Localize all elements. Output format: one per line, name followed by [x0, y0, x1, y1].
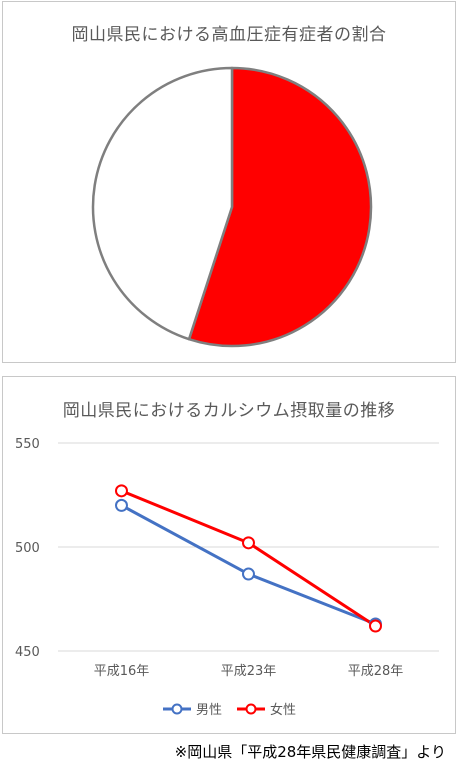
legend-swatch-marker-1 — [245, 703, 257, 715]
pie-chart-title: 岡山県民における高血圧症有症者の割合 — [71, 25, 387, 45]
pie-slice-1 — [91, 66, 234, 341]
series-1-point-0 — [115, 484, 128, 498]
y-tick-label-0: 550 — [15, 437, 40, 452]
x-tick-label-1: 平成23年 — [221, 664, 277, 679]
series-1-point-1 — [242, 536, 255, 550]
legend-label-0: 男性 — [196, 703, 222, 718]
series-0-point-0 — [115, 498, 128, 512]
pie-chart-panel: 岡山県民における高血圧症有症者の割合 — [2, 1, 456, 363]
pie-chart-svg — [91, 66, 373, 348]
series-1-point-2 — [369, 619, 382, 633]
legend-label-1: 女性 — [270, 702, 296, 718]
line-chart-panel: 岡山県民におけるカルシウム摂取量の推移 550 500 450 平成16年 平成23年 平… — [2, 376, 456, 734]
y-tick-label-1: 500 — [15, 541, 40, 556]
line-chart-title: 岡山県民におけるカルシウム摂取量の推移 — [62, 401, 396, 421]
pie-slice-0 — [187, 66, 373, 348]
series-line-1 — [120, 489, 377, 628]
x-tick-label-0: 平成16年 — [94, 664, 150, 679]
source-note: ※岡山県「平成28年県民健康調査」より — [174, 743, 446, 761]
legend-swatch-marker-0 — [171, 703, 183, 715]
y-tick-label-2: 450 — [15, 645, 40, 660]
x-tick-label-2: 平成28年 — [348, 664, 404, 679]
series-0-point-1 — [242, 567, 255, 581]
series-line-0 — [120, 504, 377, 626]
